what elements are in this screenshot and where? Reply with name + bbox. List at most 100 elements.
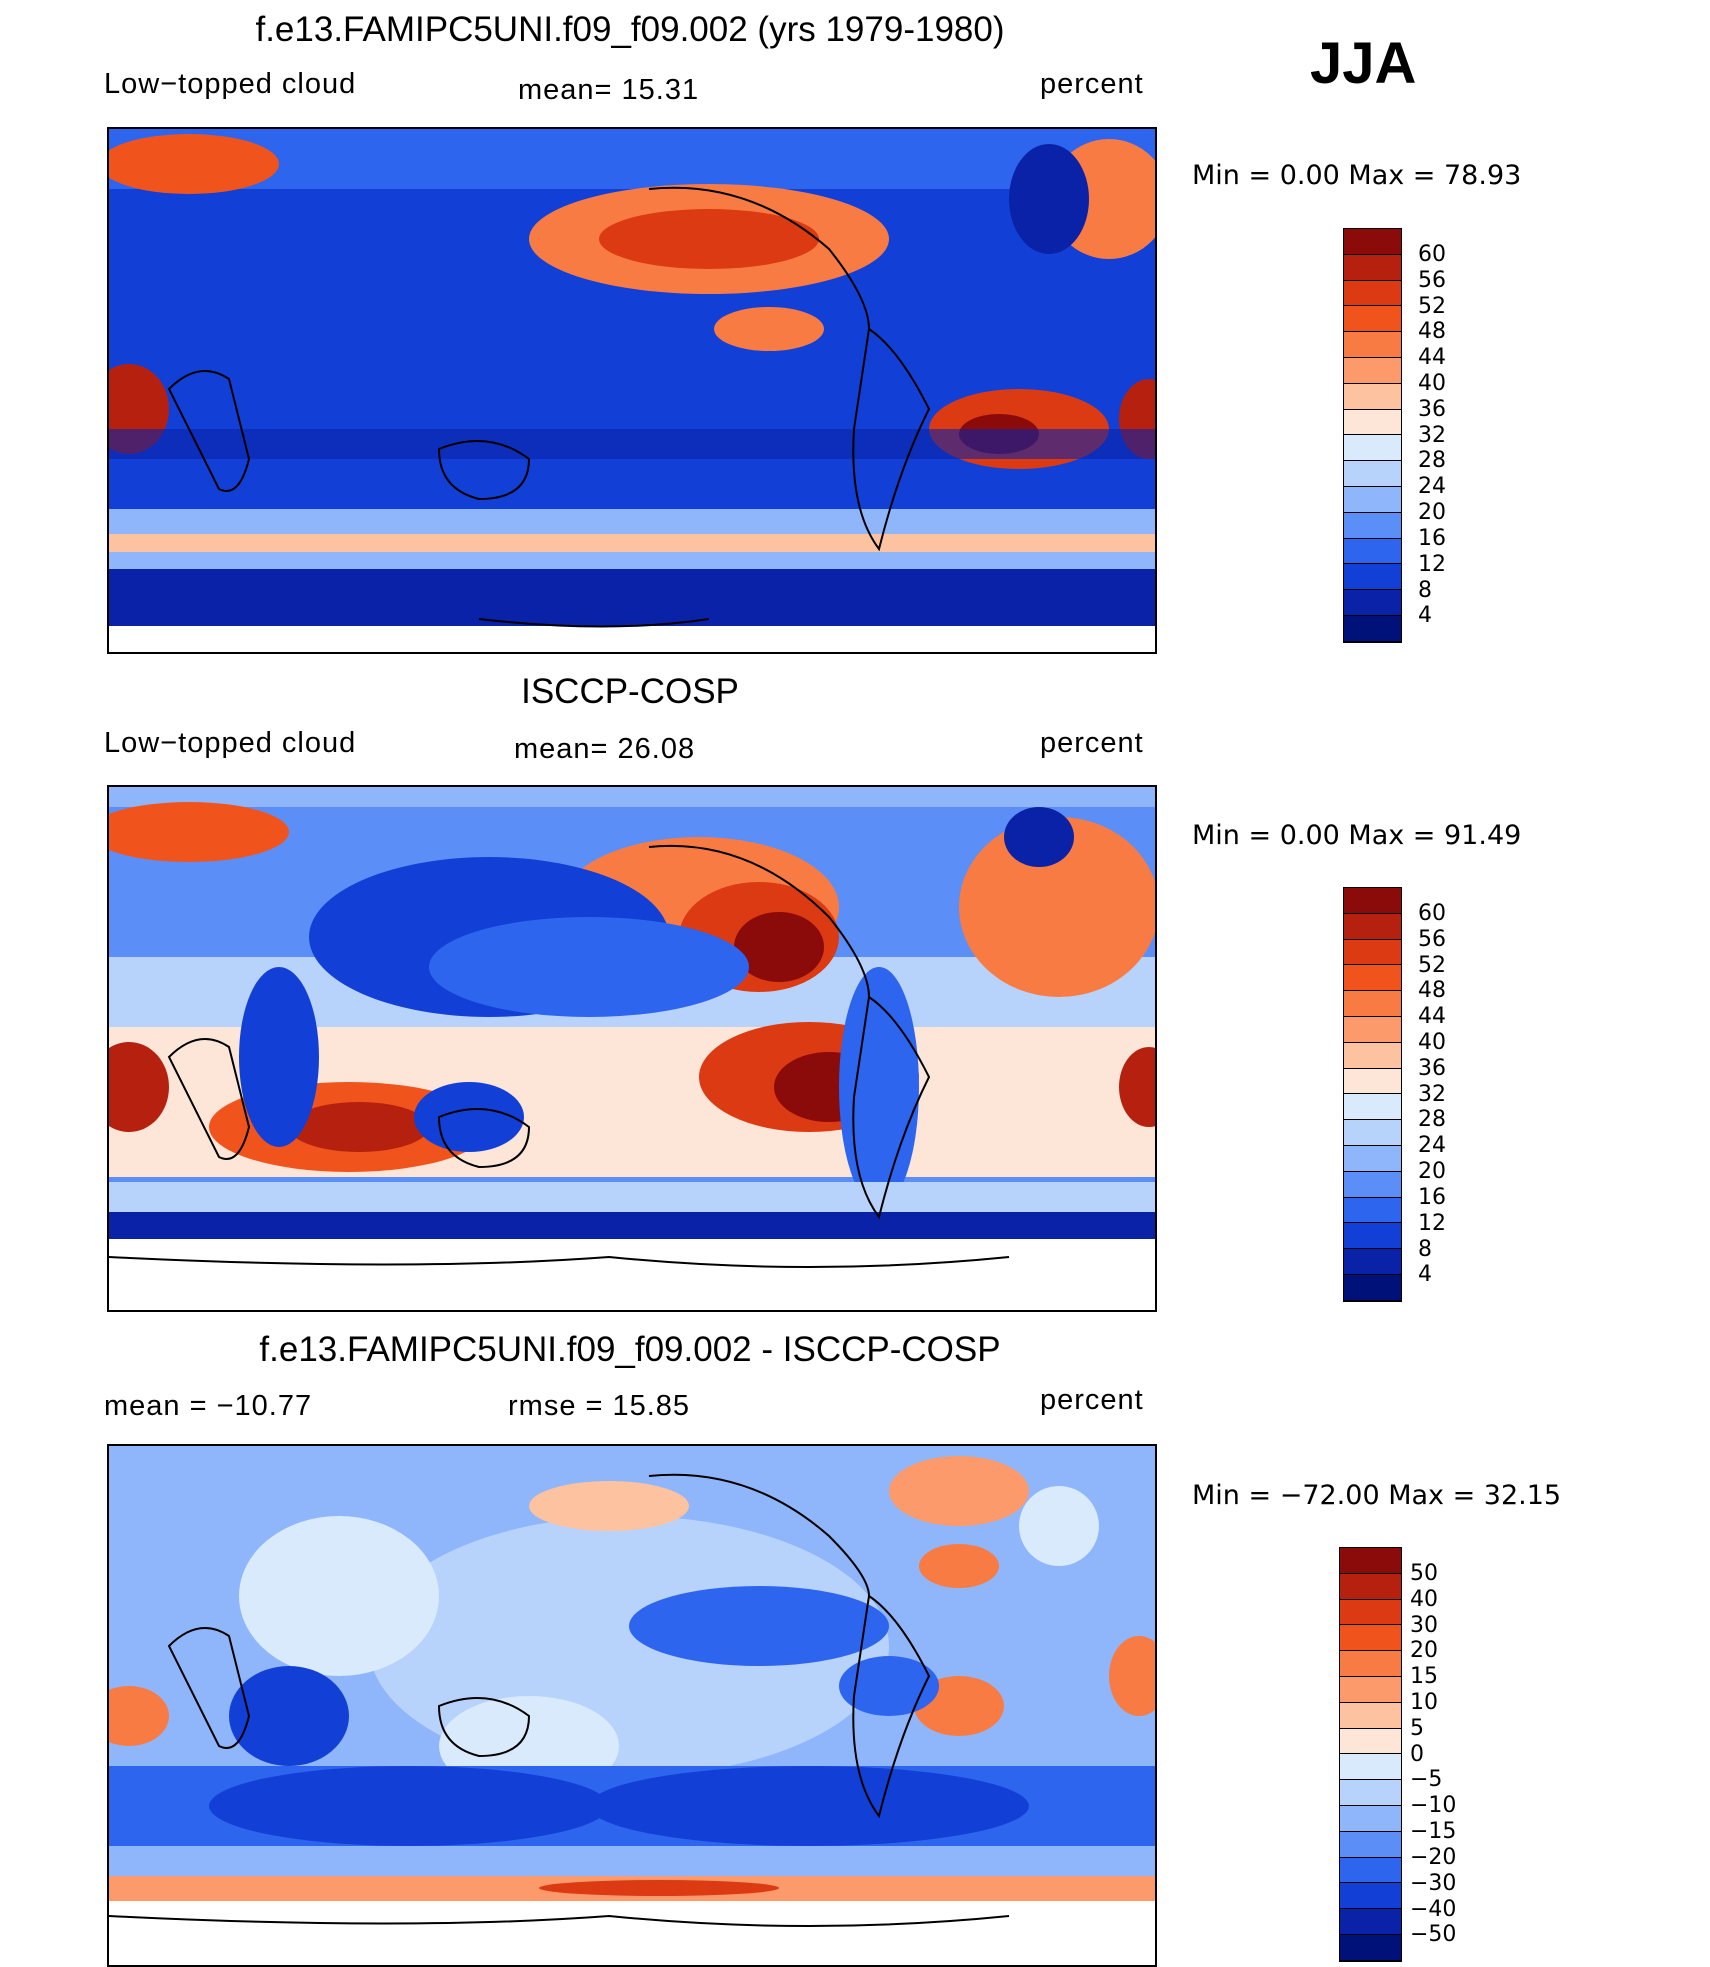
cbar-tick-label: 15	[1410, 1664, 1438, 1689]
cbar-swatch	[1344, 1145, 1401, 1172]
cbar-tick-label: 48	[1418, 978, 1446, 1003]
cbar-tick-label: 12	[1418, 552, 1446, 577]
cbar-swatch	[1340, 1831, 1401, 1858]
cbar-swatch	[1340, 1548, 1401, 1574]
panel3-mean: mean = −10.77	[104, 1390, 313, 1422]
cbar-tick-label: 28	[1418, 1107, 1446, 1132]
cbar-swatch	[1344, 939, 1401, 966]
cbar-swatch	[1340, 1780, 1401, 1806]
cbar-swatch	[1344, 1094, 1401, 1121]
cbar-tick-label: 60	[1418, 901, 1446, 926]
cbar-swatch	[1344, 1120, 1401, 1146]
panel2-map	[107, 785, 1157, 1312]
panel3-map-field	[109, 1446, 1155, 1965]
cbar-swatch	[1340, 1909, 1401, 1935]
cbar-tick-label: 8	[1418, 578, 1432, 603]
cbar-swatch	[1344, 254, 1401, 281]
cbar-tick-label: 20	[1418, 1159, 1446, 1184]
cbar-swatch	[1344, 461, 1401, 487]
cbar-tick-label: −10	[1410, 1793, 1457, 1818]
cbar-swatch	[1344, 1197, 1401, 1224]
cbar-swatch	[1340, 1934, 1401, 1961]
cbar-swatch	[1340, 1676, 1401, 1703]
cbar-tick-label: 52	[1418, 294, 1446, 319]
cbar-tick-label: −50	[1410, 1922, 1457, 1947]
panel3-minmax: Min = −72.00 Max = 32.15	[1192, 1480, 1562, 1511]
cbar-tick-label: 32	[1418, 423, 1446, 448]
cbar-swatch	[1340, 1857, 1401, 1884]
cbar-swatch	[1340, 1805, 1401, 1832]
cbar-tick-label: 16	[1418, 526, 1446, 551]
cbar-tick-label: 16	[1418, 1185, 1446, 1210]
cbar-swatch	[1340, 1754, 1401, 1781]
panel2-units: percent	[1040, 727, 1144, 759]
cbar-swatch	[1344, 357, 1401, 384]
panel1-map-field	[109, 129, 1155, 652]
cbar-tick-label: 10	[1410, 1690, 1438, 1715]
cbar-tick-label: 40	[1418, 1030, 1446, 1055]
panel3-map	[107, 1444, 1157, 1967]
panel1-units: percent	[1040, 68, 1144, 100]
cbar-tick-label: 52	[1418, 953, 1446, 978]
cbar-swatch	[1340, 1625, 1401, 1652]
cbar-swatch	[1344, 409, 1401, 436]
cbar-tick-label: 50	[1410, 1561, 1438, 1586]
cbar-tick-label: 8	[1418, 1237, 1432, 1262]
panel3-rmse: rmse = 15.85	[508, 1390, 691, 1422]
cbar-swatch	[1340, 1883, 1401, 1910]
cbar-swatch	[1344, 229, 1401, 255]
cbar-tick-label: 56	[1418, 268, 1446, 293]
panel1-title: f.e13.FAMIPC5UNI.f09_f09.002 (yrs 1979-1…	[255, 10, 1005, 49]
cbar-tick-label: −15	[1410, 1819, 1457, 1844]
cbar-tick-label: 5	[1410, 1716, 1424, 1741]
cbar-swatch	[1340, 1573, 1401, 1600]
cbar-swatch	[1344, 615, 1401, 642]
panel2-variable: Low−topped cloud	[104, 727, 357, 759]
panel3-title: f.e13.FAMIPC5UNI.f09_f09.002 - ISCCP-COS…	[259, 1330, 1001, 1369]
cbar-tick-label: 0	[1410, 1742, 1424, 1767]
cbar-swatch	[1340, 1599, 1401, 1626]
panel3-units: percent	[1040, 1384, 1144, 1416]
cbar-swatch	[1344, 564, 1401, 591]
cbar-swatch	[1344, 965, 1401, 992]
panel2-mean: mean= 26.08	[514, 733, 696, 765]
cbar-swatch	[1340, 1651, 1401, 1677]
cbar-tick-label: −40	[1410, 1897, 1457, 1922]
cbar-swatch	[1344, 1068, 1401, 1095]
cbar-tick-label: 48	[1418, 319, 1446, 344]
cbar-tick-label: 60	[1418, 242, 1446, 267]
cbar-tick-label: 40	[1418, 371, 1446, 396]
cbar-tick-label: 28	[1418, 448, 1446, 473]
panel2-minmax: Min = 0.00 Max = 91.49	[1192, 820, 1522, 851]
cbar-tick-label: 30	[1410, 1613, 1438, 1638]
cbar-tick-label: 20	[1418, 500, 1446, 525]
panel2-map-field	[109, 787, 1155, 1310]
cbar-tick-label: 24	[1418, 474, 1446, 499]
cbar-swatch	[1344, 538, 1401, 565]
cbar-tick-label: 44	[1418, 345, 1446, 370]
cbar-swatch	[1344, 306, 1401, 333]
cbar-swatch	[1344, 888, 1401, 914]
cbar-swatch	[1344, 1171, 1401, 1198]
cbar-tick-label: −20	[1410, 1845, 1457, 1870]
season-label: JJA	[1310, 31, 1417, 96]
cbar-swatch	[1344, 991, 1401, 1017]
panel2-colorbar	[1343, 887, 1402, 1302]
cbar-swatch	[1340, 1728, 1401, 1755]
cbar-tick-label: 4	[1418, 1262, 1432, 1287]
cbar-swatch	[1344, 1249, 1401, 1275]
cbar-swatch	[1344, 1042, 1401, 1069]
cbar-tick-label: 44	[1418, 1004, 1446, 1029]
cbar-swatch	[1344, 383, 1401, 410]
cbar-swatch	[1344, 1016, 1401, 1043]
cbar-tick-label: 24	[1418, 1133, 1446, 1158]
cbar-tick-label: −5	[1410, 1767, 1443, 1792]
cbar-tick-label: 20	[1410, 1638, 1438, 1663]
panel1-variable: Low−topped cloud	[104, 68, 357, 100]
cbar-swatch	[1344, 332, 1401, 358]
panel3-colorbar	[1339, 1547, 1402, 1962]
panel2-title: ISCCP-COSP	[521, 672, 739, 711]
cbar-swatch	[1344, 512, 1401, 539]
panel1-colorbar	[1343, 228, 1402, 643]
cbar-tick-label: −30	[1410, 1871, 1457, 1896]
